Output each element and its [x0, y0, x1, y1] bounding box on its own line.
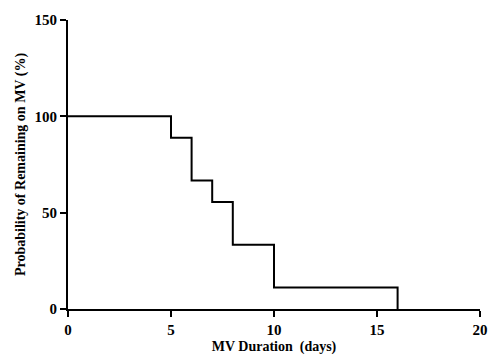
svg-text:MV Duration (days): MV Duration (days) [212, 339, 337, 355]
svg-text:10: 10 [267, 322, 282, 338]
svg-text:50: 50 [42, 205, 57, 221]
svg-text:0: 0 [50, 301, 58, 317]
svg-text:20: 20 [473, 322, 488, 338]
svg-text:5: 5 [167, 322, 175, 338]
svg-text:100: 100 [35, 109, 58, 125]
svg-text:Probability of Remaining on MV: Probability of Remaining on MV (%) [13, 53, 29, 276]
svg-text:15: 15 [370, 322, 385, 338]
svg-text:150: 150 [35, 12, 58, 28]
svg-text:0: 0 [64, 322, 72, 338]
